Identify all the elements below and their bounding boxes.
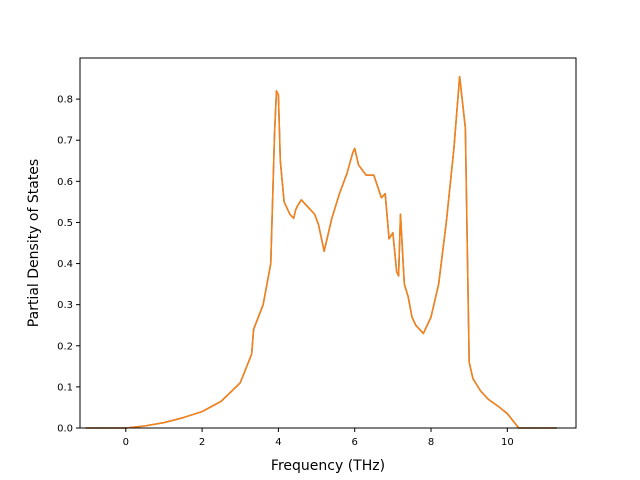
y-axis-label: Partial Density of States — [26, 159, 42, 327]
x-axis-ticks: 0 2 4 6 8 10 — [123, 428, 514, 448]
series-line-2 — [85, 75, 557, 429]
y-tick-label: 0.2 — [57, 341, 73, 352]
x-tick-label: 0 — [123, 437, 129, 448]
y-tick-label: 0.1 — [57, 382, 73, 393]
series-line-1 — [85, 75, 557, 429]
axes-frame — [79, 57, 577, 429]
y-tick-label: 0.4 — [57, 259, 73, 270]
y-tick-label: 0.8 — [57, 95, 73, 106]
x-tick-label: 10 — [501, 437, 514, 448]
y-tick-label: 0.3 — [57, 300, 73, 311]
y-tick-label: 0.5 — [57, 218, 73, 229]
y-tick-label: 0.0 — [57, 424, 73, 435]
x-tick-label: 6 — [352, 437, 358, 448]
x-tick-label: 8 — [428, 437, 434, 448]
y-tick-label: 0.7 — [57, 136, 73, 147]
x-axis-label: Frequency (THz) — [271, 458, 385, 474]
series-layer — [85, 75, 557, 429]
x-tick-label: 4 — [275, 437, 281, 448]
y-axis-ticks: 0.0 0.1 0.2 0.3 0.4 0.5 0.6 0.7 0.8 — [57, 95, 80, 435]
plot-area — [79, 57, 577, 429]
y-tick-label: 0.6 — [57, 177, 73, 188]
x-tick-label: 2 — [199, 437, 205, 448]
